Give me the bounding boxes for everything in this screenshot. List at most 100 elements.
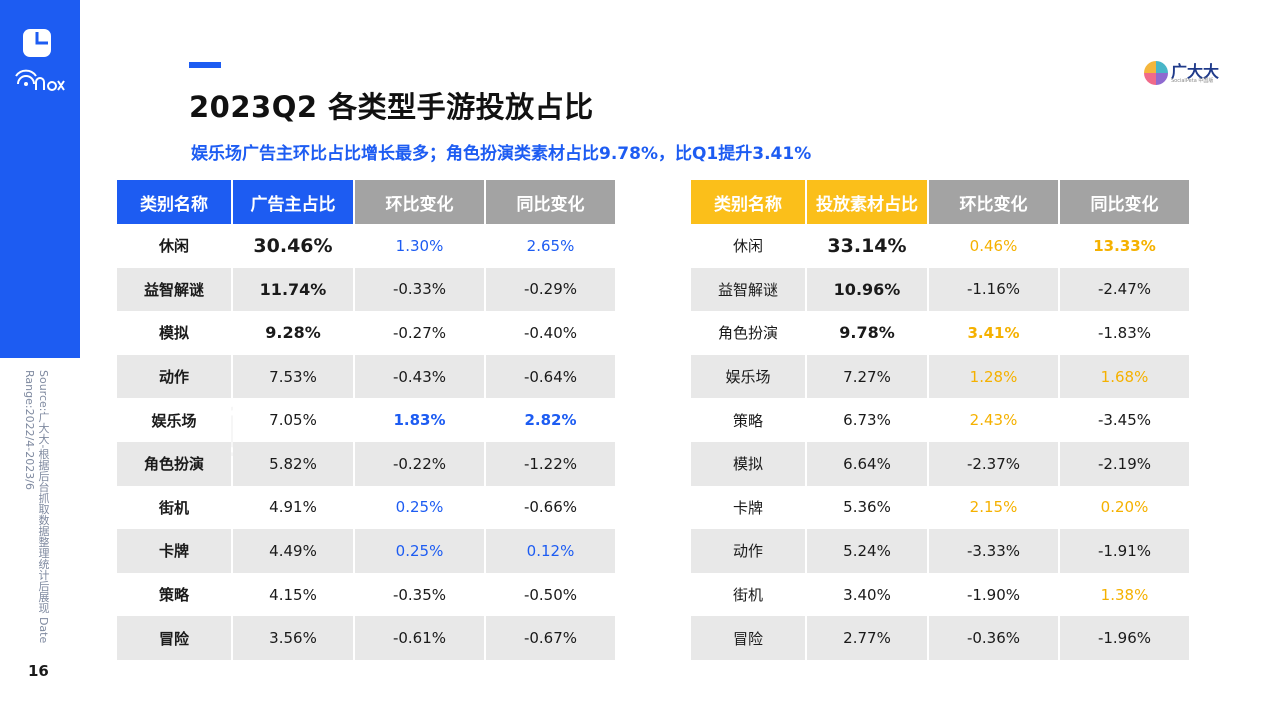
yoy-cell: -0.64% bbox=[486, 354, 615, 399]
category-cell: 街机 bbox=[117, 485, 231, 530]
qoq-cell: -1.16% bbox=[929, 267, 1058, 312]
category-cell: 模拟 bbox=[691, 441, 805, 486]
yoy-cell: -1.83% bbox=[1060, 311, 1189, 355]
share-cell: 4.91% bbox=[233, 485, 353, 530]
nox-wordmark-icon bbox=[15, 69, 65, 91]
share-cell: 2.77% bbox=[807, 616, 927, 660]
category-cell: 卡牌 bbox=[117, 529, 231, 573]
table-row: 娱乐场 7.27% 1.28% 1.68% bbox=[691, 354, 1189, 399]
share-cell: 4.49% bbox=[233, 529, 353, 573]
table-row: 动作 5.24% -3.33% -1.91% bbox=[691, 529, 1189, 573]
category-cell: 益智解谜 bbox=[117, 267, 231, 312]
share-cell: 6.64% bbox=[807, 441, 927, 486]
category-cell: 益智解谜 bbox=[691, 267, 805, 312]
qoq-cell: -0.36% bbox=[929, 616, 1058, 660]
table-row: 休闲 30.46% 1.30% 2.65% bbox=[117, 224, 615, 268]
share-cell: 7.53% bbox=[233, 354, 353, 399]
qoq-cell: 1.83% bbox=[355, 398, 484, 442]
advertiser-share-table: 类别名称 广告主占比 环比变化 同比变化 休闲 30.46% 1.30% 2.6… bbox=[115, 180, 617, 660]
table-row: 策略 6.73% 2.43% -3.45% bbox=[691, 398, 1189, 442]
yoy-cell: -0.67% bbox=[486, 616, 615, 660]
yoy-cell: -0.29% bbox=[486, 267, 615, 312]
category-cell: 冒险 bbox=[117, 616, 231, 660]
share-cell: 30.46% bbox=[233, 224, 353, 268]
category-cell: 休闲 bbox=[691, 224, 805, 268]
category-cell: 角色扮演 bbox=[117, 441, 231, 486]
col-header-advertiser-share: 广告主占比 bbox=[233, 180, 353, 224]
title-accent-bar bbox=[189, 62, 221, 68]
col-header-qoq: 环比变化 bbox=[929, 180, 1058, 224]
qoq-cell: 3.41% bbox=[929, 311, 1058, 355]
table-row: 动作 7.53% -0.43% -0.64% bbox=[117, 354, 615, 399]
share-cell: 11.74% bbox=[233, 267, 353, 312]
qoq-cell: -3.33% bbox=[929, 529, 1058, 573]
share-cell: 10.96% bbox=[807, 267, 927, 312]
qoq-cell: -2.37% bbox=[929, 441, 1058, 486]
yoy-cell: -0.40% bbox=[486, 311, 615, 355]
qoq-cell: 0.25% bbox=[355, 485, 484, 530]
category-cell: 角色扮演 bbox=[691, 311, 805, 355]
yoy-cell: -2.47% bbox=[1060, 267, 1189, 312]
share-cell: 6.73% bbox=[807, 398, 927, 442]
col-header-category: 类别名称 bbox=[691, 180, 805, 224]
qoq-cell: 1.28% bbox=[929, 354, 1058, 399]
category-cell: 娱乐场 bbox=[117, 398, 231, 442]
table-row: 模拟 9.28% -0.27% -0.40% bbox=[117, 311, 615, 355]
table-row: 角色扮演 9.78% 3.41% -1.83% bbox=[691, 311, 1189, 355]
qoq-cell: 2.15% bbox=[929, 485, 1058, 530]
share-cell: 7.27% bbox=[807, 354, 927, 399]
table-row: 街机 3.40% -1.90% 1.38% bbox=[691, 572, 1189, 617]
yoy-cell: 2.82% bbox=[486, 398, 615, 442]
source-note: Source:广大大-根据后台抓取数据整理统计后展现 Date Range:20… bbox=[23, 370, 50, 644]
table-row: 策略 4.15% -0.35% -0.50% bbox=[117, 572, 615, 617]
table-row: 冒险 2.77% -0.36% -1.96% bbox=[691, 616, 1189, 660]
qoq-cell: 0.46% bbox=[929, 224, 1058, 268]
category-cell: 动作 bbox=[691, 529, 805, 573]
category-cell: 娱乐场 bbox=[691, 354, 805, 399]
qoq-cell: -0.61% bbox=[355, 616, 484, 660]
share-cell: 5.36% bbox=[807, 485, 927, 530]
yoy-cell: 1.68% bbox=[1060, 354, 1189, 399]
nox-logo-icon bbox=[23, 29, 51, 57]
table-row: 模拟 6.64% -2.37% -2.19% bbox=[691, 441, 1189, 486]
yoy-cell: 0.12% bbox=[486, 529, 615, 573]
brand-logo: 广大大 SocialPeta 中国版 bbox=[1143, 58, 1223, 88]
table-row: 益智解谜 11.74% -0.33% -0.29% bbox=[117, 267, 615, 312]
col-header-yoy: 同比变化 bbox=[486, 180, 615, 224]
yoy-cell: 13.33% bbox=[1060, 224, 1189, 268]
share-cell: 9.78% bbox=[807, 311, 927, 355]
share-cell: 5.24% bbox=[807, 529, 927, 573]
col-header-category: 类别名称 bbox=[117, 180, 231, 224]
qoq-cell: 0.25% bbox=[355, 529, 484, 573]
brand-name: 广大大 bbox=[1171, 62, 1220, 81]
share-cell: 3.56% bbox=[233, 616, 353, 660]
yoy-cell: 1.38% bbox=[1060, 572, 1189, 617]
yoy-cell: -3.45% bbox=[1060, 398, 1189, 442]
qoq-cell: -0.33% bbox=[355, 267, 484, 312]
page-number: 16 bbox=[28, 662, 49, 680]
category-cell: 动作 bbox=[117, 354, 231, 399]
col-header-yoy: 同比变化 bbox=[1060, 180, 1189, 224]
category-cell: 冒险 bbox=[691, 616, 805, 660]
qoq-cell: 2.43% bbox=[929, 398, 1058, 442]
yoy-cell: 2.65% bbox=[486, 224, 615, 268]
table-row: 益智解谜 10.96% -1.16% -2.47% bbox=[691, 267, 1189, 312]
yoy-cell: -2.19% bbox=[1060, 441, 1189, 486]
share-cell: 7.05% bbox=[233, 398, 353, 442]
col-header-creative-share: 投放素材占比 bbox=[807, 180, 927, 224]
category-cell: 卡牌 bbox=[691, 485, 805, 530]
table-row: 角色扮演 5.82% -0.22% -1.22% bbox=[117, 441, 615, 486]
page-subtitle: 娱乐场广告主环比占比增长最多；角色扮演类素材占比9.78%，比Q1提升3.41% bbox=[191, 144, 812, 164]
col-header-qoq: 环比变化 bbox=[355, 180, 484, 224]
brand-tagline: SocialPeta 中国版 bbox=[1171, 78, 1214, 84]
qoq-cell: -0.22% bbox=[355, 441, 484, 486]
qoq-cell: -0.35% bbox=[355, 572, 484, 617]
share-cell: 3.40% bbox=[807, 572, 927, 617]
table-row: 卡牌 5.36% 2.15% 0.20% bbox=[691, 485, 1189, 530]
share-cell: 4.15% bbox=[233, 572, 353, 617]
category-cell: 街机 bbox=[691, 572, 805, 617]
share-cell: 9.28% bbox=[233, 311, 353, 355]
category-cell: 策略 bbox=[691, 398, 805, 442]
table-row: 娱乐场 7.05% 1.83% 2.82% bbox=[117, 398, 615, 442]
yoy-cell: 0.20% bbox=[1060, 485, 1189, 530]
